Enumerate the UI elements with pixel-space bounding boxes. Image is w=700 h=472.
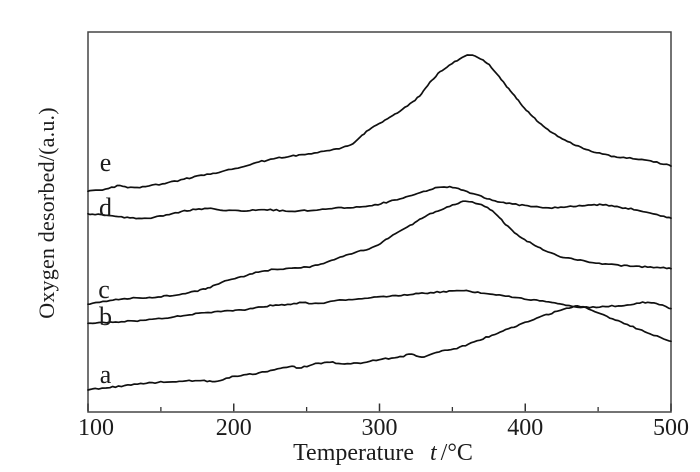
curve-label-a: a (99, 360, 112, 390)
y-axis-title: Oxygen desorbed/(a.u.) (34, 107, 59, 319)
curve-label-b: b (98, 301, 112, 331)
x-axis-title-word: Temperature (293, 440, 414, 466)
x-axis-symbol: t (429, 440, 437, 466)
curve-label-d: d (98, 192, 112, 222)
x-tick-label-200: 200 (215, 415, 252, 441)
x-tick-label-100: 100 (78, 415, 114, 441)
x-tick-label-300: 300 (361, 415, 398, 441)
curve-label-c: c (98, 274, 110, 304)
x-tick-label-400: 400 (507, 415, 544, 441)
x-tick-label-500: 500 (653, 415, 689, 441)
x-axis-title: Temperature t/°C (293, 440, 473, 467)
x-axis-unit: /°C (440, 440, 473, 466)
curve-label-e: e (99, 148, 112, 178)
